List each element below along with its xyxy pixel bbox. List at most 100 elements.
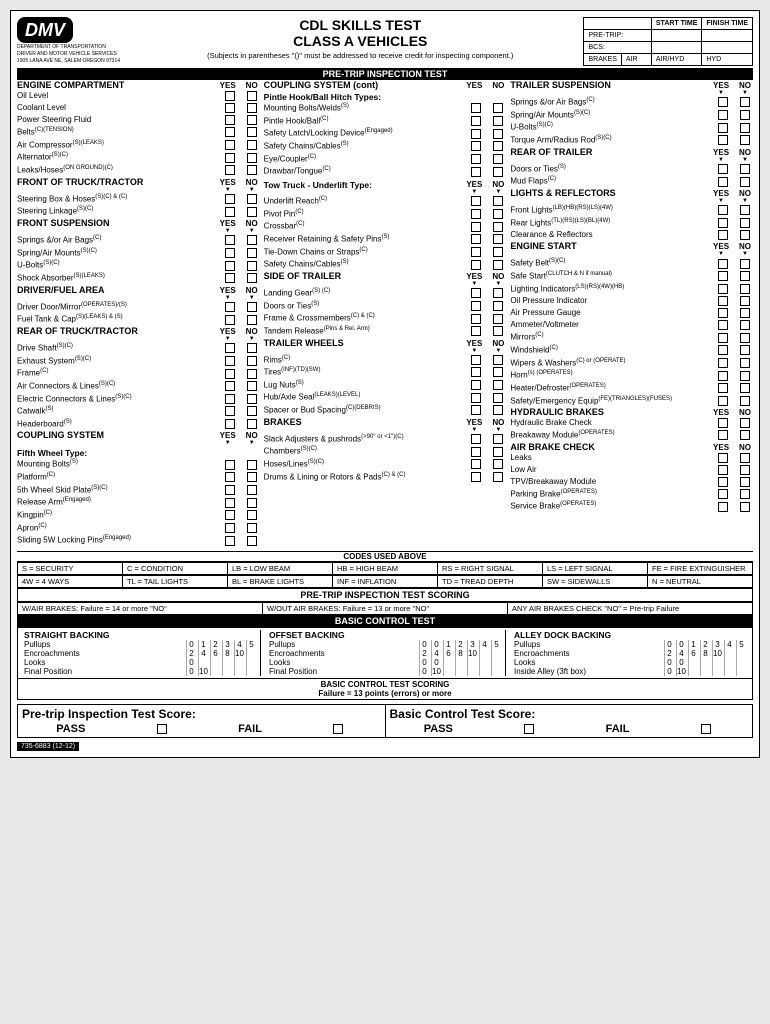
no-checkbox[interactable] <box>740 333 750 343</box>
no-checkbox[interactable] <box>740 97 750 107</box>
yes-checkbox[interactable] <box>471 380 481 390</box>
yes-checkbox[interactable] <box>718 345 728 355</box>
yes-checkbox[interactable] <box>225 381 235 391</box>
no-checkbox[interactable] <box>740 345 750 355</box>
no-checkbox[interactable] <box>493 116 503 126</box>
score-value[interactable] <box>467 658 477 667</box>
yes-checkbox[interactable] <box>471 405 481 415</box>
score-value[interactable] <box>455 658 465 667</box>
no-checkbox[interactable] <box>740 358 750 368</box>
yes-checkbox[interactable] <box>471 434 481 444</box>
score-value[interactable] <box>234 667 244 676</box>
score-value[interactable]: 4 <box>431 649 441 658</box>
yes-checkbox[interactable] <box>471 447 481 457</box>
yes-checkbox[interactable] <box>718 489 728 499</box>
score-value[interactable] <box>712 658 722 667</box>
score-value[interactable]: 0 <box>186 640 196 649</box>
score-value[interactable]: 3 <box>467 640 477 649</box>
yes-checkbox[interactable] <box>225 302 235 312</box>
score-value[interactable] <box>700 667 710 676</box>
no-checkbox[interactable] <box>247 523 257 533</box>
yes-checkbox[interactable] <box>225 536 235 546</box>
no-checkbox[interactable] <box>740 205 750 215</box>
yes-checkbox[interactable] <box>471 167 481 177</box>
score-value[interactable]: 3 <box>222 640 232 649</box>
score-value[interactable]: 1 <box>443 640 453 649</box>
no-checkbox[interactable] <box>247 406 257 416</box>
yes-checkbox[interactable] <box>718 320 728 330</box>
score-value[interactable]: 0 <box>664 667 674 676</box>
no-checkbox[interactable] <box>493 154 503 164</box>
yes-checkbox[interactable] <box>471 209 481 219</box>
yes-checkbox[interactable] <box>225 460 235 470</box>
yes-checkbox[interactable] <box>471 234 481 244</box>
no-checkbox[interactable] <box>493 167 503 177</box>
yes-checkbox[interactable] <box>225 165 235 175</box>
no-checkbox[interactable] <box>740 123 750 133</box>
yes-checkbox[interactable] <box>718 396 728 406</box>
no-checkbox[interactable] <box>493 472 503 482</box>
bct-pass-checkbox[interactable] <box>524 724 534 734</box>
no-checkbox[interactable] <box>740 396 750 406</box>
no-checkbox[interactable] <box>493 247 503 257</box>
score-value[interactable] <box>246 649 256 658</box>
score-value[interactable]: 8 <box>455 649 465 658</box>
no-checkbox[interactable] <box>493 314 503 324</box>
yes-checkbox[interactable] <box>225 127 235 137</box>
score-value[interactable]: 0 <box>431 640 441 649</box>
yes-checkbox[interactable] <box>718 453 728 463</box>
no-checkbox[interactable] <box>740 164 750 174</box>
no-checkbox[interactable] <box>493 196 503 206</box>
yes-checkbox[interactable] <box>471 222 481 232</box>
no-checkbox[interactable] <box>247 302 257 312</box>
score-value[interactable]: 6 <box>210 649 220 658</box>
no-checkbox[interactable] <box>493 288 503 298</box>
no-checkbox[interactable] <box>740 135 750 145</box>
yes-checkbox[interactable] <box>718 177 728 187</box>
pretrip-start-input[interactable] <box>651 30 701 42</box>
score-value[interactable]: 10 <box>712 649 722 658</box>
bct-fail-checkbox[interactable] <box>701 724 711 734</box>
yes-checkbox[interactable] <box>225 485 235 495</box>
yes-checkbox[interactable] <box>718 333 728 343</box>
no-checkbox[interactable] <box>740 477 750 487</box>
no-checkbox[interactable] <box>247 194 257 204</box>
pretrip-pass-checkbox[interactable] <box>157 724 167 734</box>
yes-checkbox[interactable] <box>471 393 481 403</box>
yes-checkbox[interactable] <box>225 369 235 379</box>
no-checkbox[interactable] <box>493 393 503 403</box>
score-value[interactable]: 0 <box>676 658 686 667</box>
no-checkbox[interactable] <box>493 141 503 151</box>
no-checkbox[interactable] <box>740 308 750 318</box>
score-value[interactable]: 2 <box>210 640 220 649</box>
score-value[interactable] <box>234 658 244 667</box>
no-checkbox[interactable] <box>740 110 750 120</box>
score-value[interactable] <box>491 667 501 676</box>
yes-checkbox[interactable] <box>718 205 728 215</box>
no-checkbox[interactable] <box>247 103 257 113</box>
yes-checkbox[interactable] <box>225 406 235 416</box>
no-checkbox[interactable] <box>247 536 257 546</box>
bcs-start-input[interactable] <box>651 42 701 54</box>
score-value[interactable] <box>724 658 734 667</box>
yes-checkbox[interactable] <box>718 218 728 228</box>
no-checkbox[interactable] <box>247 369 257 379</box>
score-value[interactable]: 4 <box>198 649 208 658</box>
score-value[interactable] <box>700 658 710 667</box>
yes-checkbox[interactable] <box>471 326 481 336</box>
yes-checkbox[interactable] <box>471 367 481 377</box>
score-value[interactable] <box>712 667 722 676</box>
no-checkbox[interactable] <box>740 465 750 475</box>
no-checkbox[interactable] <box>247 343 257 353</box>
score-value[interactable]: 8 <box>700 649 710 658</box>
yes-checkbox[interactable] <box>718 135 728 145</box>
score-value[interactable] <box>491 658 501 667</box>
no-checkbox[interactable] <box>740 371 750 381</box>
score-value[interactable]: 4 <box>479 640 489 649</box>
no-checkbox[interactable] <box>247 235 257 245</box>
no-checkbox[interactable] <box>740 418 750 428</box>
score-value[interactable] <box>467 667 477 676</box>
yes-checkbox[interactable] <box>471 314 481 324</box>
score-value[interactable] <box>210 667 220 676</box>
no-checkbox[interactable] <box>247 248 257 258</box>
